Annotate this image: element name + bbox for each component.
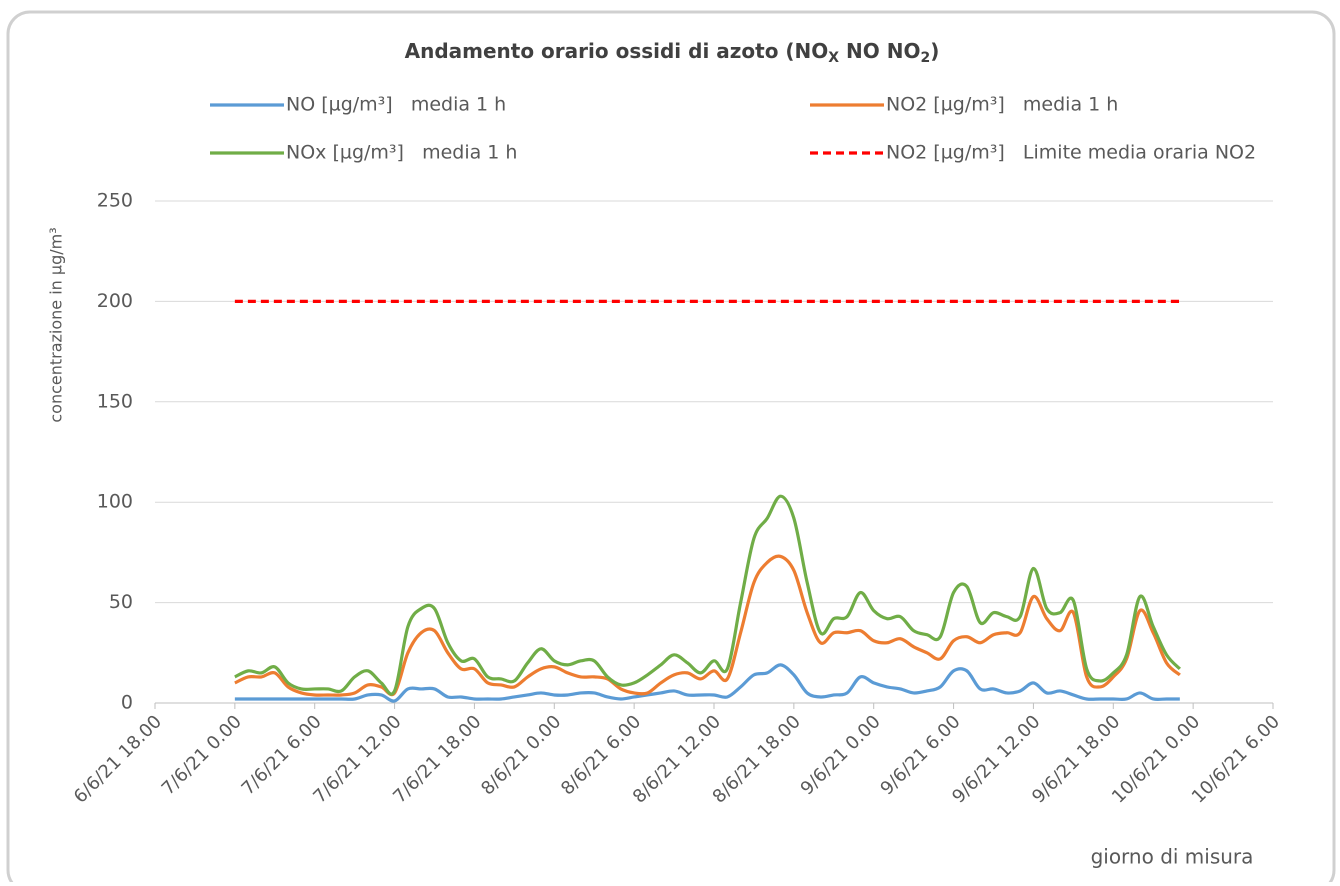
legend-label: NOx [µg/m³] media 1 h [286,142,517,164]
title-sub: X [828,50,839,66]
x-axis-label: giorno di misura [1091,845,1254,869]
y-tick-label: 0 [121,692,133,714]
y-tick-label: 50 [109,591,133,613]
title-sub: 2 [920,50,930,66]
title-part: NO NO [839,39,920,63]
series-line [234,663,1180,703]
y-tick-label: 100 [97,491,133,513]
legend-label: NO2 [µg/m³] Limite media oraria NO2 [886,142,1256,164]
chart-title: Andamento orario ossidi di azoto (NOX NO… [405,39,940,67]
title-part: Andamento orario ossidi di azoto (NO [405,39,829,63]
y-axis-label: concentrazione in µg/m³ [47,227,66,422]
legend-label: NO2 [µg/m³] media 1 h [886,94,1118,116]
y-tick-label: 200 [97,290,133,312]
y-tick-label: 250 [97,190,133,212]
title-part: ) [930,39,939,63]
chart-frame [6,10,1336,886]
legend-label: NO [µg/m³] media 1 h [286,94,506,116]
series-line [234,494,1181,696]
y-tick-label: 150 [97,390,133,412]
